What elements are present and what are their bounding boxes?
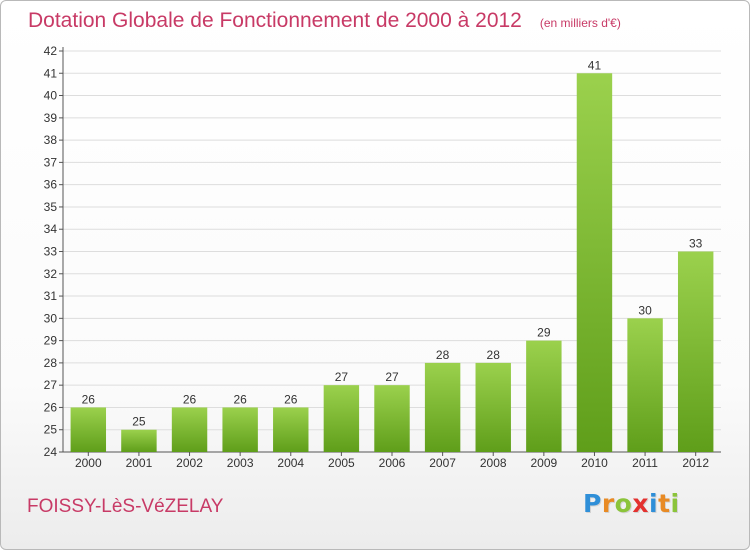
bar-value-label: 25 [132, 415, 146, 429]
y-tick-label: 32 [44, 267, 58, 281]
logo-letter: i [649, 489, 659, 518]
y-tick-label: 42 [44, 44, 58, 58]
x-tick-label: 2008 [480, 456, 507, 470]
bar-value-label: 41 [588, 58, 602, 72]
logo-letter: t [658, 489, 671, 518]
bar-value-label: 26 [183, 392, 197, 406]
logo-letter: x [632, 489, 649, 518]
bar-2002 [171, 407, 208, 452]
commune-name: FOISSY-LèS-VéZELAY [27, 496, 224, 517]
bar-2000 [70, 407, 107, 452]
y-tick-label: 33 [44, 245, 58, 259]
y-tick-label: 31 [44, 289, 58, 303]
bar-2005 [323, 385, 360, 452]
bar-value-label: 26 [233, 392, 247, 406]
y-tick-label: 30 [44, 311, 58, 325]
x-tick-label: 2003 [227, 456, 254, 470]
logo-letter: r [601, 489, 615, 518]
x-axis-labels: 2000 2001 2002 2003 2004 2005 2006 2007 2008 2009… [75, 452, 709, 470]
bar-2009 [526, 340, 562, 452]
x-tick-label: 2005 [328, 456, 355, 470]
bar-2004 [273, 407, 309, 452]
bar-value-label: 28 [487, 348, 501, 362]
y-tick-label: 38 [44, 133, 58, 147]
bar-2007 [424, 362, 461, 452]
bar-value-label: 33 [689, 237, 703, 251]
x-tick-label: 2004 [277, 456, 304, 470]
y-tick-label: 35 [44, 200, 58, 214]
chart-subtitle: (en milliers d'€) [539, 16, 621, 30]
y-tick-label: 39 [44, 111, 58, 125]
x-tick-label: 2007 [429, 456, 456, 470]
title-row: Dotation Globale de Fonctionnement de 20… [28, 9, 621, 33]
y-tick-label: 37 [44, 155, 58, 169]
y-tick-label: 27 [44, 378, 58, 392]
bar-2011 [627, 318, 663, 452]
bar-2010 [576, 73, 613, 453]
x-tick-label: 2012 [682, 456, 709, 470]
bar-value-label: 29 [537, 326, 551, 340]
bar-2001 [121, 429, 157, 452]
y-tick-label: 29 [44, 334, 58, 348]
logo-letter: P [583, 489, 602, 518]
logo-letter: i [670, 489, 680, 518]
bars [70, 73, 714, 453]
x-tick-label: 2006 [379, 456, 406, 470]
bar-value-label: 30 [638, 303, 652, 317]
y-tick-label: 28 [44, 356, 58, 370]
y-tick-label: 26 [44, 400, 58, 414]
bar-value-label: 26 [82, 392, 96, 406]
x-tick-label: 2011 [632, 456, 658, 470]
bar-value-label: 27 [385, 370, 399, 384]
y-tick-label: 40 [44, 89, 58, 103]
y-tick-label: 24 [44, 445, 58, 459]
bar-2006 [374, 385, 410, 452]
x-tick-label: 2001 [126, 456, 153, 470]
x-tick-label: 2000 [75, 456, 102, 470]
bar-value-label: 28 [436, 348, 450, 362]
y-tick-label: 34 [44, 222, 58, 236]
bar-2003 [222, 407, 258, 452]
bar-value-labels: 26 25 26 26 26 27 27 28 28 29 41 30 33 [82, 58, 703, 428]
y-tick-label: 36 [44, 178, 58, 192]
bar-2012 [677, 251, 714, 452]
y-tick-label: 41 [44, 66, 58, 80]
y-tick-label: 25 [44, 423, 58, 437]
chart-title: Dotation Globale de Fonctionnement de 20… [28, 9, 522, 32]
bar-value-label: 26 [284, 392, 298, 406]
x-tick-label: 2002 [176, 456, 203, 470]
proxiti-logo: Proxiti [583, 489, 680, 518]
x-tick-label: 2010 [581, 456, 608, 470]
logo-letter: o [614, 489, 633, 518]
x-tick-label: 2009 [530, 456, 557, 470]
y-axis-ticks: 24 25 26 27 28 29 30 31 32 33 34 35 36 37 38 39 40 41 42 [44, 44, 63, 459]
bar-2008 [475, 362, 511, 452]
bar-value-label: 27 [335, 370, 349, 384]
